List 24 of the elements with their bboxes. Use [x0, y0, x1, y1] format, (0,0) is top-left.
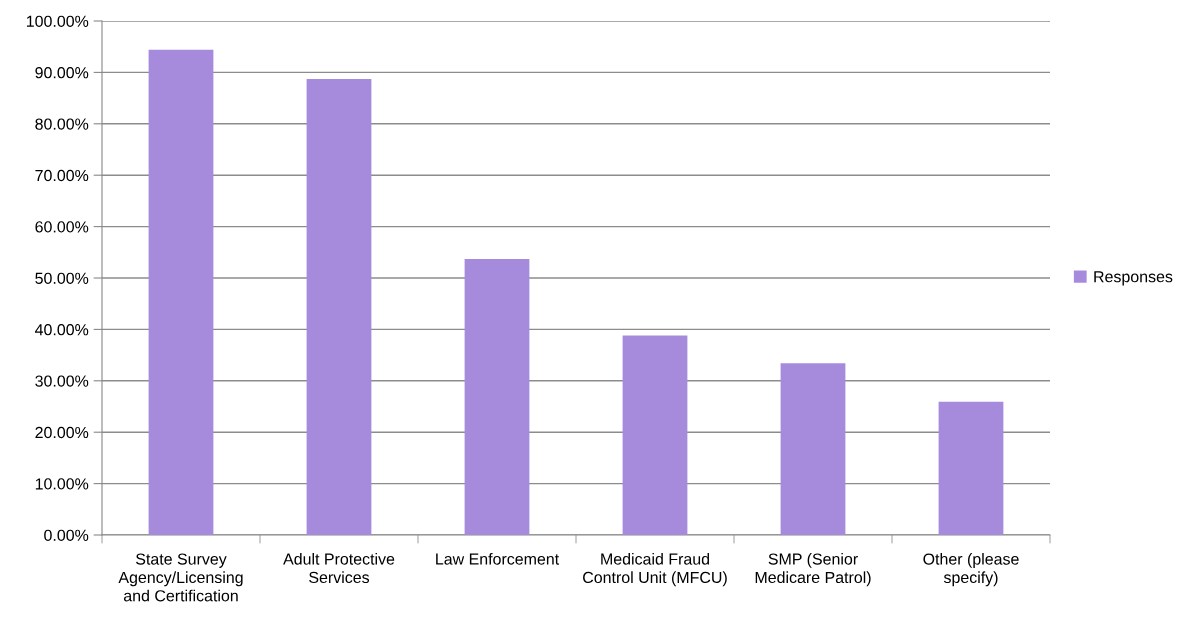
x-tick-label: State Survey Agency/Licensing and Certification — [118, 553, 243, 602]
x-tick-label: SMP (Senior Medicare Patrol) — [755, 552, 871, 587]
y-tick-label: 20.00% — [35, 426, 89, 439]
bar — [148, 49, 214, 535]
y-tick-label: 100.00% — [26, 15, 89, 27]
bar — [622, 335, 688, 535]
x-tick-label: Law Enforcement — [436, 553, 560, 565]
bar — [464, 258, 530, 535]
x-tick-label: Adult Protective Services — [283, 552, 395, 584]
y-tick-label: 10.00% — [35, 478, 89, 490]
bar — [780, 363, 846, 535]
bar — [938, 401, 1004, 535]
y-tick-label: 50.00% — [35, 272, 89, 284]
x-tick-label: Other (please specify) — [923, 552, 1019, 587]
y-tick-label: 30.00% — [35, 375, 89, 387]
x-tick-label: Medicaid Fraud Control Unit (MFCU) — [583, 552, 727, 587]
y-tick-label: 40.00% — [35, 324, 89, 336]
legend-label: Responses — [1094, 271, 1173, 286]
y-tick-label: 60.00% — [35, 221, 89, 233]
y-tick-label: 0.00% — [44, 529, 89, 541]
bar — [306, 79, 372, 535]
y-tick-label: 90.00% — [35, 67, 89, 79]
y-tick-label: 70.00% — [35, 169, 89, 182]
y-tick-label: 80.00% — [35, 118, 89, 130]
